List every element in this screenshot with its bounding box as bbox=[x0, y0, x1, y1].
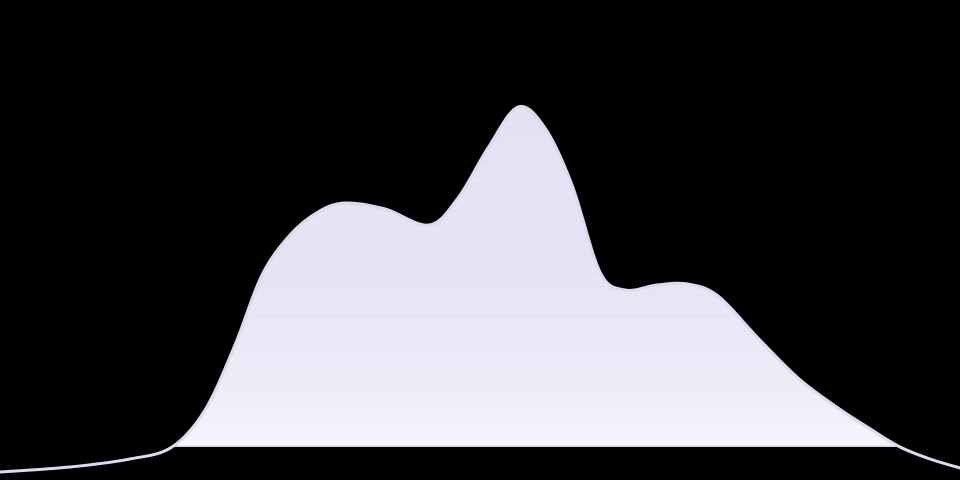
curve-stroke-path bbox=[0, 104, 960, 474]
area-band-texture bbox=[0, 106, 960, 447]
